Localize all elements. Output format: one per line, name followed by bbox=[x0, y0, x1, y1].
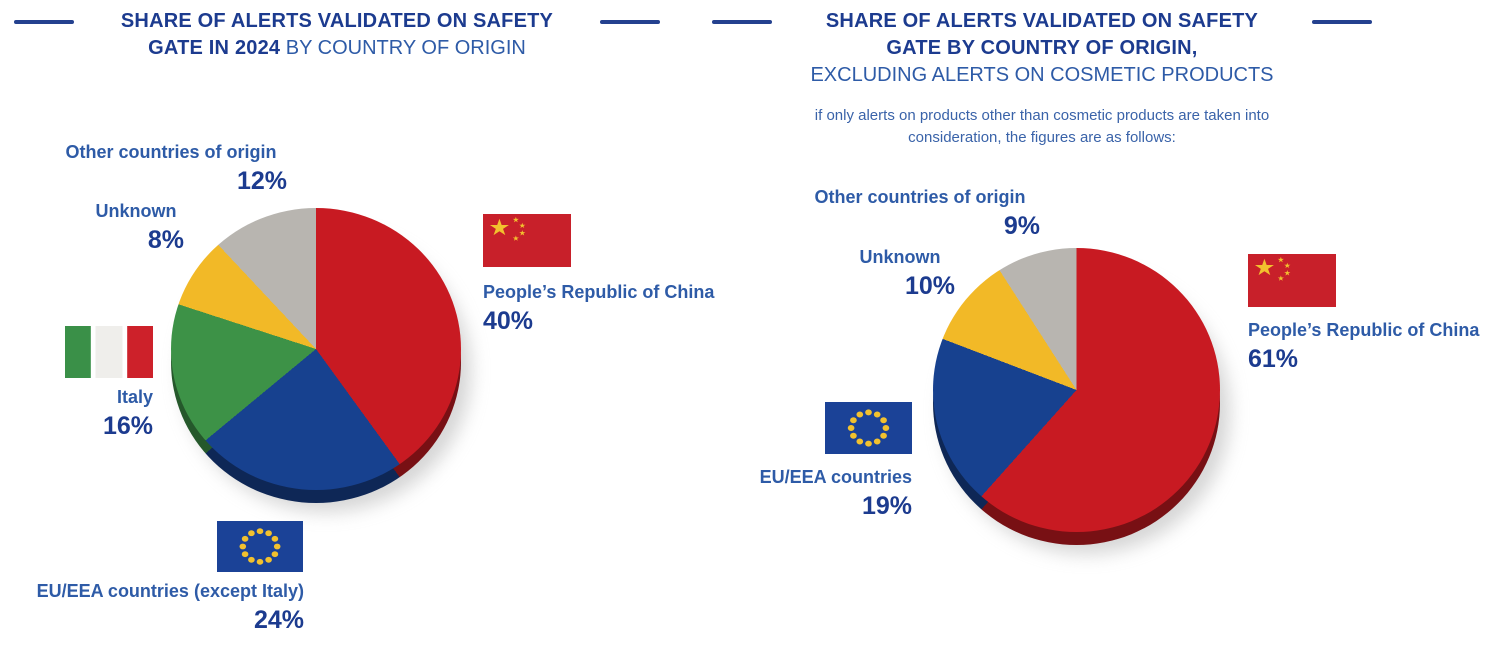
slice-pct: 16% bbox=[102, 412, 153, 440]
china-flag-icon bbox=[483, 214, 571, 267]
slice-label: People’s Republic of China bbox=[1248, 320, 1480, 340]
slice-label: People’s Republic of China bbox=[483, 282, 715, 302]
slice-pct: 12% bbox=[236, 167, 287, 195]
slice-label: Italy bbox=[116, 387, 153, 407]
right-label-eu-eea: EU/EEA countries 19% bbox=[740, 466, 912, 520]
slice-label: EU/EEA countries bbox=[759, 467, 912, 487]
slice-pct: 40% bbox=[483, 307, 534, 335]
left-title-strong-2: GATE IN 2024 bbox=[148, 37, 281, 59]
slice-label: Other countries of origin bbox=[65, 142, 277, 162]
china-flag-icon bbox=[1248, 254, 1336, 307]
right-title-strong-2: GATE BY COUNTRY OF ORIGIN, bbox=[886, 37, 1198, 59]
pie-chart-left bbox=[171, 208, 471, 512]
slice-pct: 24% bbox=[253, 606, 304, 634]
left-label-italy: Italy 16% bbox=[55, 386, 153, 440]
title-dash-right-icon bbox=[600, 19, 660, 24]
pie-slices bbox=[933, 248, 1220, 532]
slice-label: Unknown bbox=[859, 247, 941, 267]
left-title-line-2: GATE IN 2024 BY COUNTRY OF ORIGIN bbox=[14, 35, 660, 62]
left-title-light-2: BY COUNTRY OF ORIGIN bbox=[280, 37, 526, 59]
right-chart-title: SHARE OF ALERTS VALIDATED ON SAFETY GATE… bbox=[712, 8, 1372, 149]
title-dash-left-icon bbox=[14, 19, 74, 24]
left-label-eu-eea: EU/EEA countries (except Italy) 24% bbox=[18, 580, 304, 634]
slice-pct: 61% bbox=[1248, 345, 1299, 373]
slice-pct: 8% bbox=[147, 226, 184, 254]
left-chart-title: SHARE OF ALERTS VALIDATED ON SAFETY GATE… bbox=[14, 8, 660, 62]
eu-flag-icon bbox=[825, 402, 912, 454]
slice-label: EU/EEA countries (except Italy) bbox=[36, 581, 304, 601]
right-title-line-3: EXCLUDING ALERTS ON COSMETIC PRODUCTS bbox=[712, 62, 1372, 89]
right-label-unknown: Unknown 10% bbox=[845, 246, 956, 300]
slice-pct: 19% bbox=[861, 492, 912, 520]
slice-pct: 10% bbox=[904, 272, 955, 300]
right-label-china: People’s Republic of China 61% bbox=[1248, 319, 1504, 373]
eu-flag-icon bbox=[217, 521, 303, 572]
left-label-other-countries: Other countries of origin 12% bbox=[55, 141, 287, 195]
right-label-other-countries: Other countries of origin 9% bbox=[800, 186, 1040, 240]
title-dash-left-icon bbox=[712, 19, 772, 24]
right-title-line-1: SHARE OF ALERTS VALIDATED ON SAFETY bbox=[712, 8, 1372, 35]
left-label-unknown: Unknown 8% bbox=[88, 200, 185, 254]
title-dash-right-icon bbox=[1312, 19, 1372, 24]
right-title-line-2: GATE BY COUNTRY OF ORIGIN, bbox=[712, 35, 1372, 62]
pie-slices bbox=[171, 208, 461, 490]
slice-label: Other countries of origin bbox=[814, 187, 1026, 207]
slice-pct: 9% bbox=[1003, 212, 1040, 240]
left-title-strong-1: SHARE OF ALERTS VALIDATED ON SAFETY bbox=[120, 10, 554, 32]
right-title-strong-1: SHARE OF ALERTS VALIDATED ON SAFETY bbox=[825, 10, 1259, 32]
right-title-light-3: EXCLUDING ALERTS ON COSMETIC PRODUCTS bbox=[810, 64, 1274, 86]
right-chart-subtitle: if only alerts on products other than co… bbox=[814, 107, 1270, 146]
pie-chart-right bbox=[933, 248, 1230, 554]
left-title-line-1: SHARE OF ALERTS VALIDATED ON SAFETY bbox=[14, 8, 660, 35]
italy-flag-icon bbox=[65, 326, 153, 378]
slice-label: Unknown bbox=[95, 201, 177, 221]
left-label-china: People’s Republic of China 40% bbox=[483, 281, 773, 335]
